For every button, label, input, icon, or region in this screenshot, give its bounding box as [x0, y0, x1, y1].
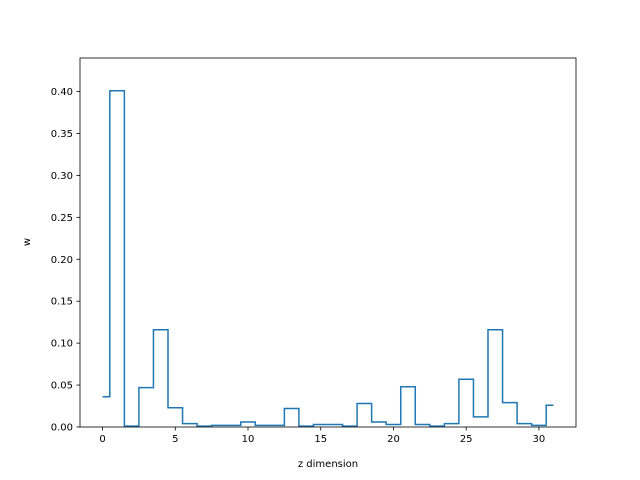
plot-background — [80, 58, 576, 427]
x-axis-label: z dimension — [298, 459, 358, 470]
y-tick-label: 0.20 — [51, 255, 73, 266]
y-tick-label: 0.30 — [51, 171, 73, 182]
y-tick-label: 0.05 — [51, 381, 73, 392]
x-tick-label: 30 — [533, 434, 546, 445]
y-tick-label: 0.00 — [51, 423, 73, 434]
y-tick-label: 0.40 — [51, 87, 73, 98]
x-tick-label: 0 — [99, 434, 105, 445]
x-tick-label: 5 — [172, 434, 178, 445]
y-axis-ticks: 0.00 0.05 0.10 0.15 0.20 0.25 0.30 0.35 0.40 — [51, 87, 80, 434]
x-axis-ticks: 0 5 10 15 20 25 30 — [99, 427, 545, 445]
x-tick-label: 15 — [314, 434, 327, 445]
y-tick-label: 0.25 — [51, 213, 73, 224]
y-tick-label: 0.35 — [51, 129, 73, 140]
plot-frame — [79, 57, 577, 428]
series-step-line — [102, 89, 554, 427]
x-tick-label: 25 — [460, 434, 473, 445]
y-tick-label: 0.10 — [51, 339, 73, 350]
y-tick-label: 0.15 — [51, 297, 73, 308]
y-axis-label: w — [22, 238, 33, 246]
x-tick-label: 10 — [242, 434, 255, 445]
x-tick-label: 20 — [387, 434, 400, 445]
